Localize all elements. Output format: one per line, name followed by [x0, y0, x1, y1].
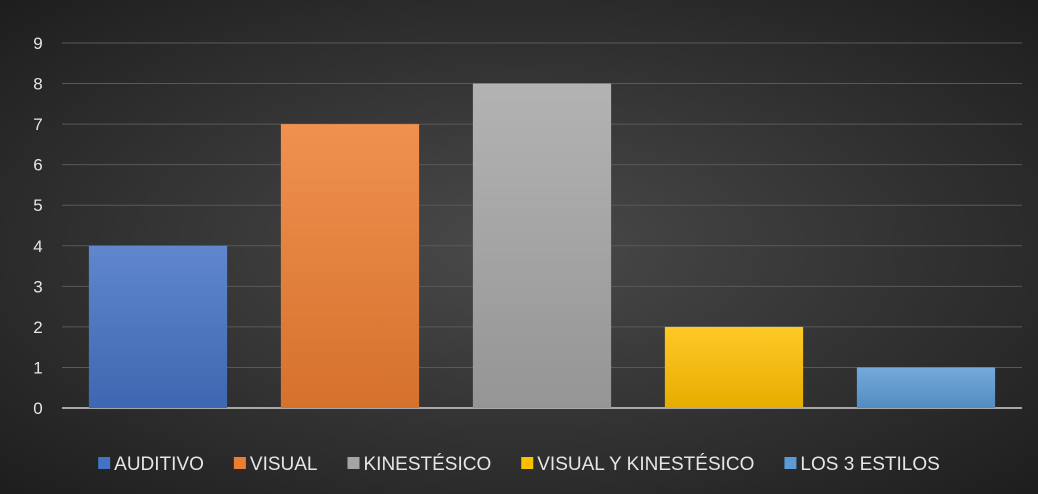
legend-item: LOS 3 ESTILOS — [784, 454, 940, 475]
legend: AUDITIVO VISUAL KINESTÉSICO VISUAL Y KINEST… — [98, 454, 940, 475]
y-tick-label: 6 — [33, 156, 42, 175]
legend-item: KINESTÉSICO — [347, 454, 491, 475]
y-tick-label: 9 — [33, 34, 42, 53]
legend-item: VISUAL Y KINESTÉSICO — [521, 454, 754, 475]
y-tick-label: 7 — [33, 115, 42, 134]
bar — [280, 124, 420, 408]
legend-swatch — [784, 457, 797, 469]
y-tick-label: 3 — [33, 277, 42, 296]
legend-item: VISUAL — [233, 454, 318, 475]
legend-label: KINESTÉSICO — [363, 454, 491, 475]
bar — [856, 367, 996, 408]
legend-label: LOS 3 ESTILOS — [800, 454, 939, 475]
bars — [88, 83, 996, 409]
legend-swatch — [233, 457, 246, 469]
y-tick-label: 4 — [33, 237, 42, 256]
y-tick-label: 0 — [33, 399, 42, 418]
legend-label: VISUAL Y KINESTÉSICO — [537, 454, 754, 475]
bar — [472, 83, 612, 409]
legend-swatch — [521, 457, 534, 469]
y-tick-label: 8 — [33, 75, 42, 94]
legend-swatch — [98, 457, 111, 469]
legend-label: AUDITIVO — [114, 454, 204, 475]
y-tick-label: 1 — [33, 358, 42, 377]
bar — [664, 326, 804, 408]
legend-swatch — [347, 457, 360, 469]
legend-label: VISUAL — [250, 454, 318, 475]
legend-item: AUDITIVO — [98, 454, 204, 475]
bar — [88, 245, 228, 408]
y-tick-label: 5 — [33, 196, 42, 215]
y-tick-label: 2 — [33, 318, 42, 337]
